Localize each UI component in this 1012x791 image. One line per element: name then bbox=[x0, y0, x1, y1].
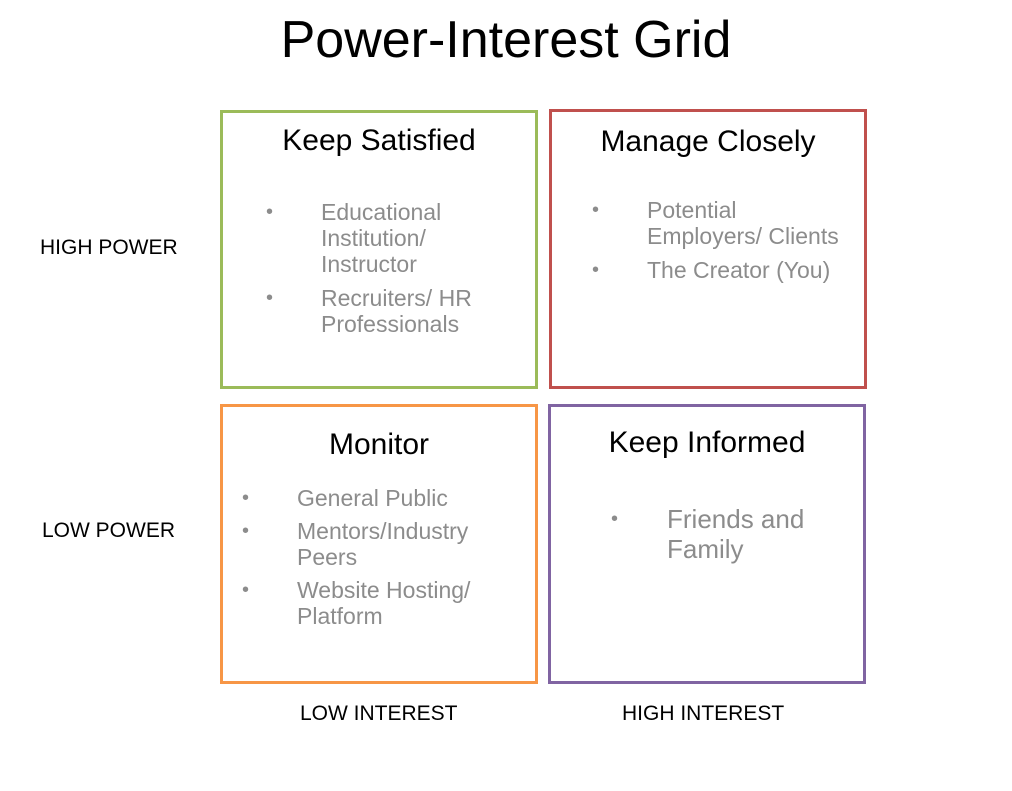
quadrant-title: Manage Closely bbox=[600, 125, 816, 158]
quadrant-title: Keep Satisfied bbox=[282, 124, 476, 157]
stakeholder-item: • Friends and Family bbox=[611, 504, 867, 564]
quadrant-keep-satisfied: Keep Satisfied • Educational Institution/… bbox=[220, 110, 538, 389]
axis-label-high-power: HIGH POWER bbox=[40, 236, 178, 259]
stakeholder-list: • Potential Employers/ Clients • The Creat… bbox=[592, 197, 847, 291]
stakeholder-item: • Recruiters/ HR Professionals bbox=[266, 285, 521, 337]
bullet-icon: • bbox=[611, 508, 619, 530]
stakeholder-list: • Friends and Family bbox=[611, 504, 867, 572]
quadrant-keep-informed: Keep Informed • Friends and Family bbox=[548, 404, 866, 684]
stakeholder-label: Potential Employers/ Clients bbox=[647, 197, 839, 249]
stakeholder-item: • Website Hosting/ Platform bbox=[242, 577, 517, 629]
axis-label-high-interest: HIGH INTEREST bbox=[622, 702, 785, 725]
quadrant-title: Keep Informed bbox=[608, 426, 806, 459]
bullet-icon: • bbox=[242, 520, 250, 542]
stakeholder-label: General Public bbox=[297, 485, 448, 511]
quadrant-manage-closely: Manage Closely • Potential Employers/ Cli… bbox=[549, 109, 867, 389]
stakeholder-label: Friends and Family bbox=[667, 504, 805, 564]
stakeholder-item: • Educational Institution/ Instructor bbox=[266, 199, 521, 277]
page-title: Power-Interest Grid bbox=[280, 11, 732, 69]
bullet-icon: • bbox=[266, 287, 274, 309]
quadrant-monitor: Monitor • General Public • Mentors/Industr… bbox=[220, 404, 538, 684]
stakeholder-item: • The Creator (You) bbox=[592, 257, 847, 283]
bullet-icon: • bbox=[242, 487, 250, 509]
stakeholder-list: • Educational Institution/ Instructor • Re… bbox=[266, 199, 521, 345]
stakeholder-label: Recruiters/ HR Professionals bbox=[321, 285, 472, 337]
quadrant-title: Monitor bbox=[328, 428, 430, 461]
stakeholder-item: • Potential Employers/ Clients bbox=[592, 197, 847, 249]
stakeholder-item: • General Public bbox=[242, 485, 517, 511]
stakeholder-label: Educational Institution/ Instructor bbox=[321, 199, 442, 277]
bullet-icon: • bbox=[266, 201, 274, 223]
stakeholder-label: The Creator (You) bbox=[647, 257, 831, 283]
stakeholder-label: Mentors/Industry Peers bbox=[297, 518, 469, 570]
bullet-icon: • bbox=[592, 259, 600, 281]
axis-label-low-interest: LOW INTEREST bbox=[300, 702, 458, 725]
stakeholder-item: • Mentors/Industry Peers bbox=[242, 518, 517, 570]
axis-label-low-power: LOW POWER bbox=[42, 519, 176, 542]
bullet-icon: • bbox=[592, 199, 600, 221]
stakeholder-list: • General Public • Mentors/Industry Peers … bbox=[242, 485, 517, 636]
bullet-icon: • bbox=[242, 579, 250, 601]
stakeholder-label: Website Hosting/ Platform bbox=[297, 577, 471, 629]
